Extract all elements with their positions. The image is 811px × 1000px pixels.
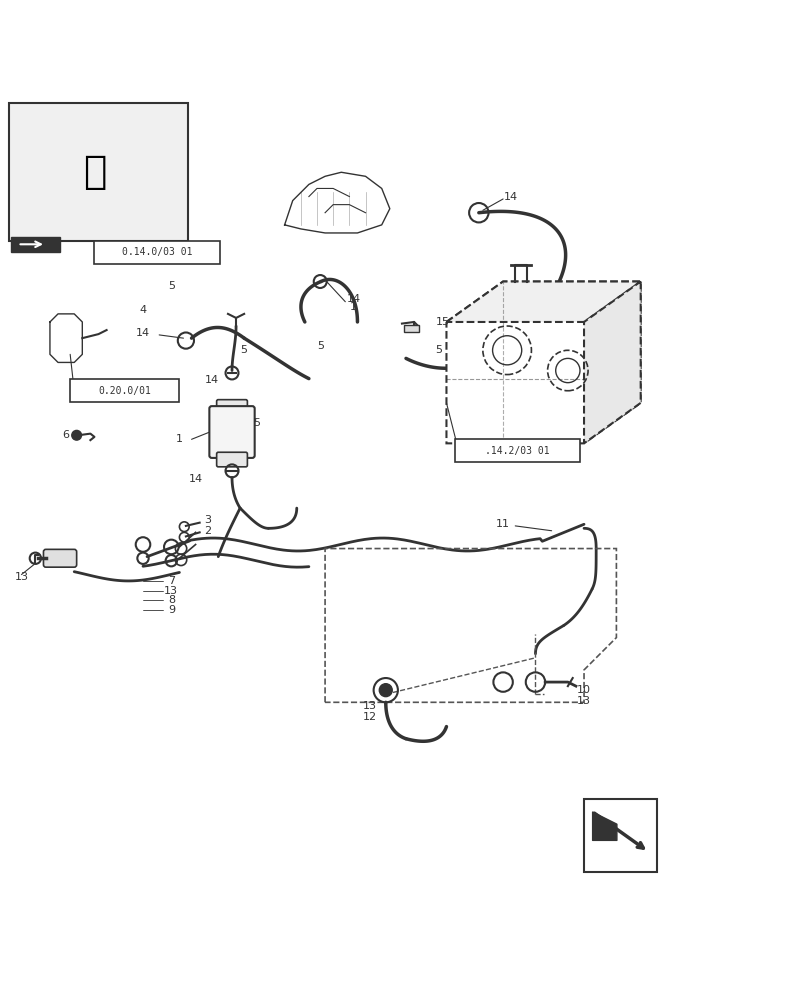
FancyBboxPatch shape — [11, 237, 59, 252]
Text: 0.20.0/01: 0.20.0/01 — [98, 386, 151, 396]
Text: 10: 10 — [577, 685, 590, 695]
FancyBboxPatch shape — [583, 799, 656, 872]
Text: 14: 14 — [504, 192, 517, 202]
Text: 9: 9 — [168, 605, 174, 615]
Text: 15: 15 — [435, 317, 448, 327]
Text: 7: 7 — [168, 576, 174, 586]
Text: 5: 5 — [435, 345, 441, 355]
Text: 13: 13 — [577, 696, 590, 706]
Text: 14: 14 — [135, 328, 150, 338]
Text: 13: 13 — [15, 572, 28, 582]
Text: 14: 14 — [188, 474, 203, 484]
Text: 11: 11 — [496, 519, 509, 529]
Text: 6: 6 — [62, 430, 70, 440]
Text: 14: 14 — [204, 375, 219, 385]
FancyBboxPatch shape — [70, 379, 179, 402]
Text: 2: 2 — [204, 526, 211, 536]
FancyBboxPatch shape — [44, 549, 76, 567]
Text: 5: 5 — [252, 418, 260, 428]
Polygon shape — [446, 282, 640, 322]
Text: .14.2/03 01: .14.2/03 01 — [484, 446, 549, 456]
Circle shape — [379, 684, 392, 697]
Circle shape — [71, 430, 81, 440]
Text: 1: 1 — [350, 302, 357, 312]
FancyBboxPatch shape — [454, 439, 579, 462]
FancyBboxPatch shape — [209, 406, 255, 458]
Text: 14: 14 — [346, 294, 360, 304]
FancyBboxPatch shape — [404, 325, 418, 332]
FancyBboxPatch shape — [217, 400, 247, 413]
Text: 5: 5 — [317, 341, 324, 351]
Text: 🚜: 🚜 — [83, 153, 106, 191]
Text: 5: 5 — [168, 281, 174, 291]
Text: 8: 8 — [168, 595, 174, 605]
Text: 5: 5 — [240, 345, 247, 355]
Polygon shape — [583, 282, 640, 443]
FancyBboxPatch shape — [10, 103, 187, 241]
Text: 4: 4 — [139, 305, 146, 315]
Text: 13: 13 — [363, 701, 376, 711]
Text: 1: 1 — [176, 434, 182, 444]
Text: 0.14.0/03 01: 0.14.0/03 01 — [122, 247, 192, 257]
Text: 13: 13 — [164, 586, 178, 596]
Text: 12: 12 — [362, 712, 376, 722]
FancyBboxPatch shape — [94, 241, 220, 264]
Text: 3: 3 — [204, 515, 211, 525]
Polygon shape — [446, 282, 640, 443]
FancyBboxPatch shape — [217, 452, 247, 467]
